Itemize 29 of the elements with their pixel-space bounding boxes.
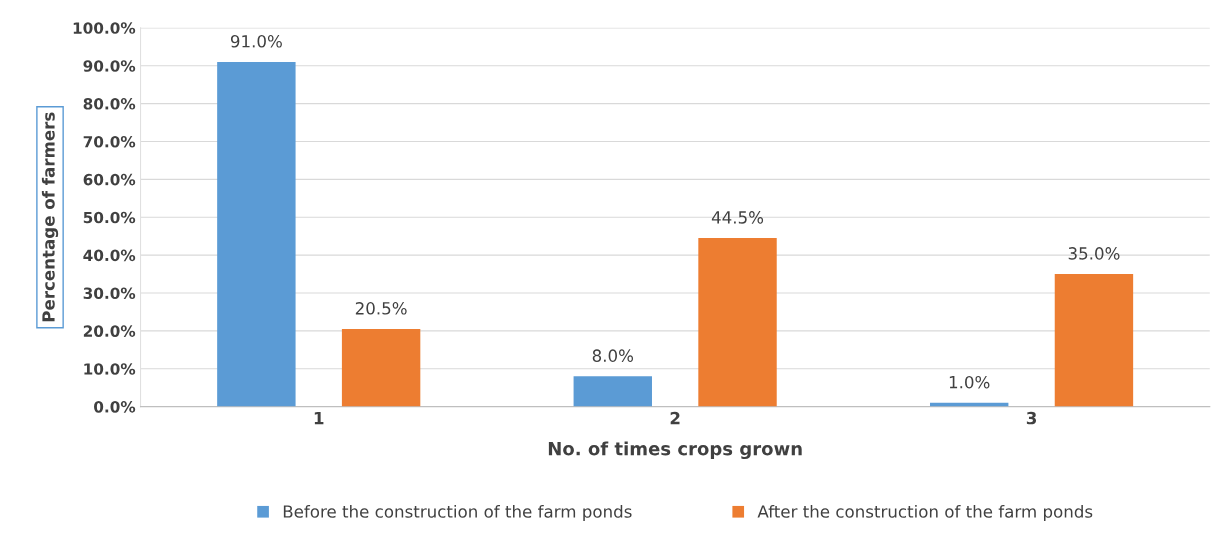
bar: [698, 238, 777, 407]
y-tick-label: 100.0%: [73, 22, 136, 34]
data-label: 35.0%: [1068, 247, 1120, 260]
x-axis-title: No. of times crops grown: [548, 441, 802, 460]
data-label: 8.0%: [592, 349, 634, 362]
bar: [217, 61, 296, 407]
y-tick-label: 40.0%: [83, 249, 136, 262]
y-tick-label: 50.0%: [83, 211, 136, 224]
bar: [573, 376, 652, 407]
data-label: 20.5%: [355, 302, 407, 315]
x-tick-label: 1: [314, 411, 324, 425]
y-tick-label: 70.0%: [83, 135, 136, 148]
y-tick-label: 60.0%: [83, 173, 136, 186]
y-tick-label: 10.0%: [84, 363, 136, 375]
y-tick-label: 30.0%: [83, 287, 136, 299]
legend-label: Before the construction of the farm ponds: [283, 504, 632, 522]
x-tick-label: 3: [1026, 411, 1037, 425]
legend-label: After the construction of the farm ponds: [757, 504, 1093, 522]
y-tick-label: 0.0%: [94, 401, 136, 413]
data-label: 44.5%: [711, 211, 764, 224]
y-tick-label: 90.0%: [83, 60, 136, 72]
x-tick-label: 2: [670, 411, 680, 425]
bar: [1054, 274, 1134, 407]
y-axis-title: Percentage of farmers: [41, 112, 59, 322]
data-label: 91.0%: [230, 34, 282, 48]
bar: [341, 328, 421, 407]
y-tick-label: 20.0%: [83, 325, 136, 337]
y-tick-label: 80.0%: [83, 98, 136, 110]
data-label: 1.0%: [949, 375, 990, 389]
